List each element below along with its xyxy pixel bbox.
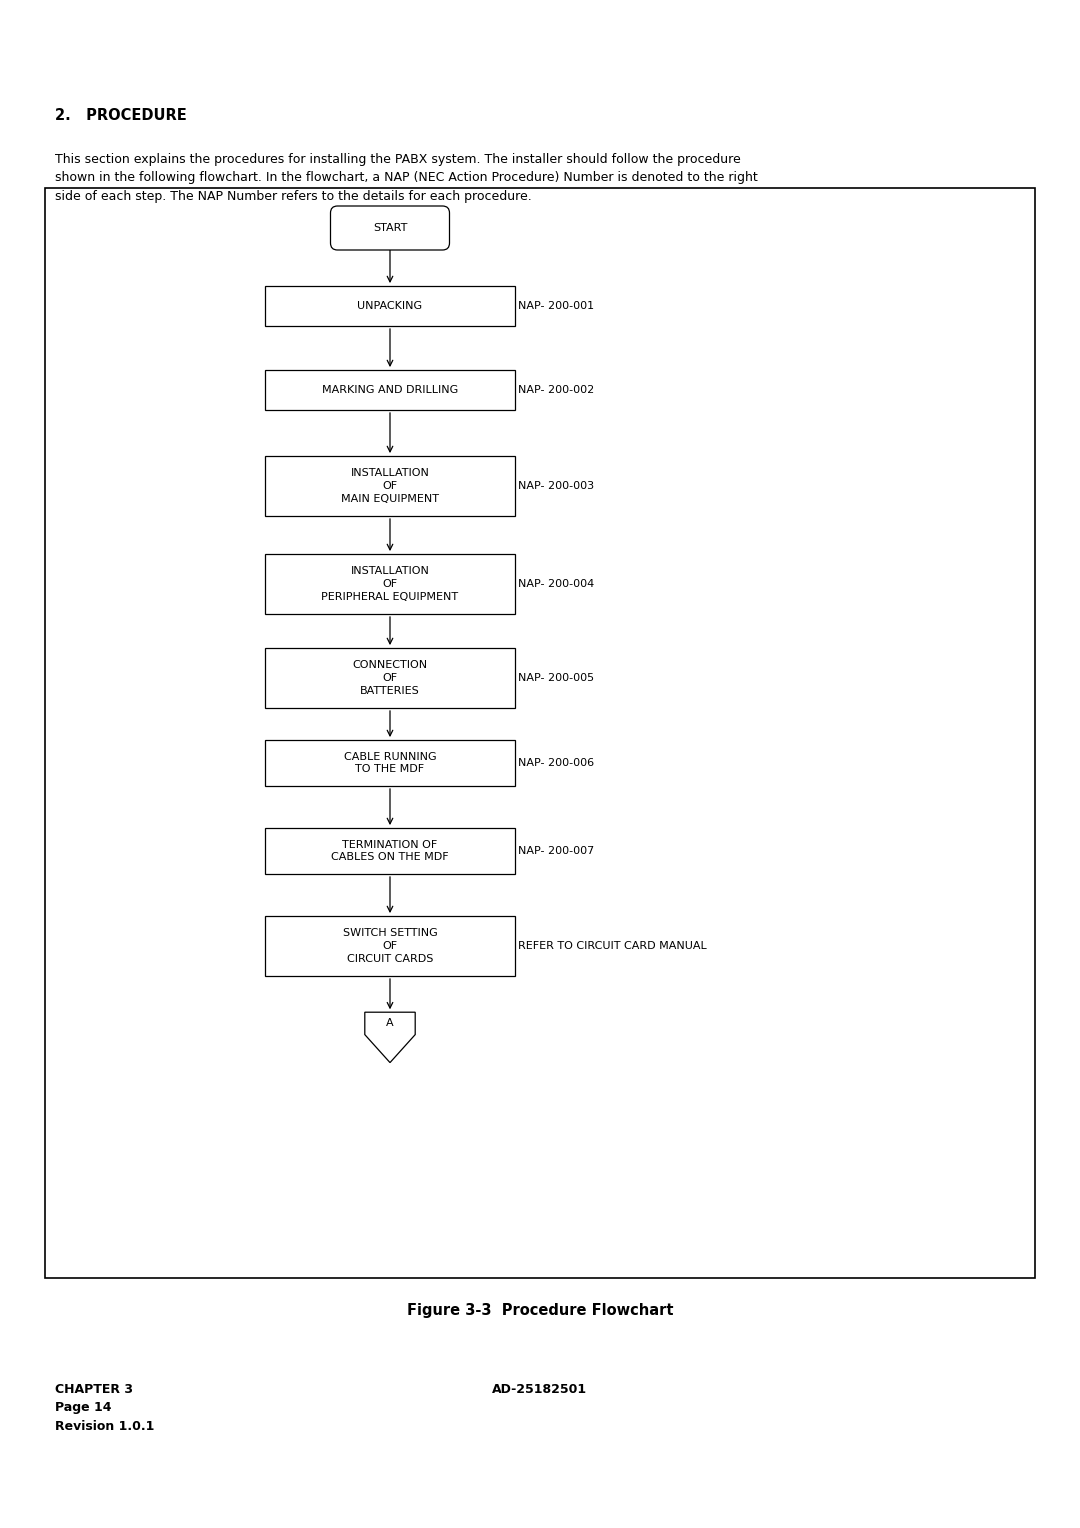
Text: CHAPTER 3
Page 14
Revision 1.0.1: CHAPTER 3 Page 14 Revision 1.0.1 <box>55 1383 154 1433</box>
Text: NAP- 200-006: NAP- 200-006 <box>518 758 594 769</box>
FancyBboxPatch shape <box>265 915 515 976</box>
Text: INSTALLATION
OF
PERIPHERAL EQUIPMENT: INSTALLATION OF PERIPHERAL EQUIPMENT <box>322 567 459 602</box>
Text: TERMINATION OF
CABLES ON THE MDF: TERMINATION OF CABLES ON THE MDF <box>332 839 449 862</box>
Text: CABLE RUNNING
TO THE MDF: CABLE RUNNING TO THE MDF <box>343 752 436 775</box>
Text: MARKING AND DRILLING: MARKING AND DRILLING <box>322 385 458 396</box>
Text: REFER TO CIRCUIT CARD MANUAL: REFER TO CIRCUIT CARD MANUAL <box>518 941 706 950</box>
Text: NAP- 200-007: NAP- 200-007 <box>518 847 594 856</box>
Text: NAP- 200-004: NAP- 200-004 <box>518 579 594 588</box>
FancyBboxPatch shape <box>265 828 515 874</box>
Text: AD-25182501: AD-25182501 <box>492 1383 588 1397</box>
FancyBboxPatch shape <box>265 740 515 785</box>
FancyBboxPatch shape <box>265 286 515 325</box>
Text: NAP- 200-003: NAP- 200-003 <box>518 481 594 490</box>
Text: SWITCH SETTING
OF
CIRCUIT CARDS: SWITCH SETTING OF CIRCUIT CARDS <box>342 927 437 964</box>
FancyBboxPatch shape <box>330 206 449 251</box>
Text: NAP- 200-001: NAP- 200-001 <box>518 301 594 312</box>
FancyBboxPatch shape <box>265 648 515 707</box>
Text: NAP- 200-005: NAP- 200-005 <box>518 672 594 683</box>
Text: 2.   PROCEDURE: 2. PROCEDURE <box>55 108 187 122</box>
FancyBboxPatch shape <box>265 555 515 614</box>
Text: INSTALLATION
OF
MAIN EQUIPMENT: INSTALLATION OF MAIN EQUIPMENT <box>341 468 438 504</box>
Text: CONNECTION
OF
BATTERIES: CONNECTION OF BATTERIES <box>352 660 428 695</box>
Text: NAP- 200-002: NAP- 200-002 <box>518 385 594 396</box>
Text: START: START <box>373 223 407 232</box>
FancyBboxPatch shape <box>45 188 1035 1277</box>
Text: UNPACKING: UNPACKING <box>357 301 422 312</box>
Polygon shape <box>365 1012 415 1062</box>
Text: Figure 3-3  Procedure Flowchart: Figure 3-3 Procedure Flowchart <box>407 1302 673 1317</box>
FancyBboxPatch shape <box>265 455 515 516</box>
Text: A: A <box>387 1018 394 1028</box>
Text: This section explains the procedures for installing the PABX system. The install: This section explains the procedures for… <box>55 153 758 203</box>
FancyBboxPatch shape <box>265 370 515 410</box>
